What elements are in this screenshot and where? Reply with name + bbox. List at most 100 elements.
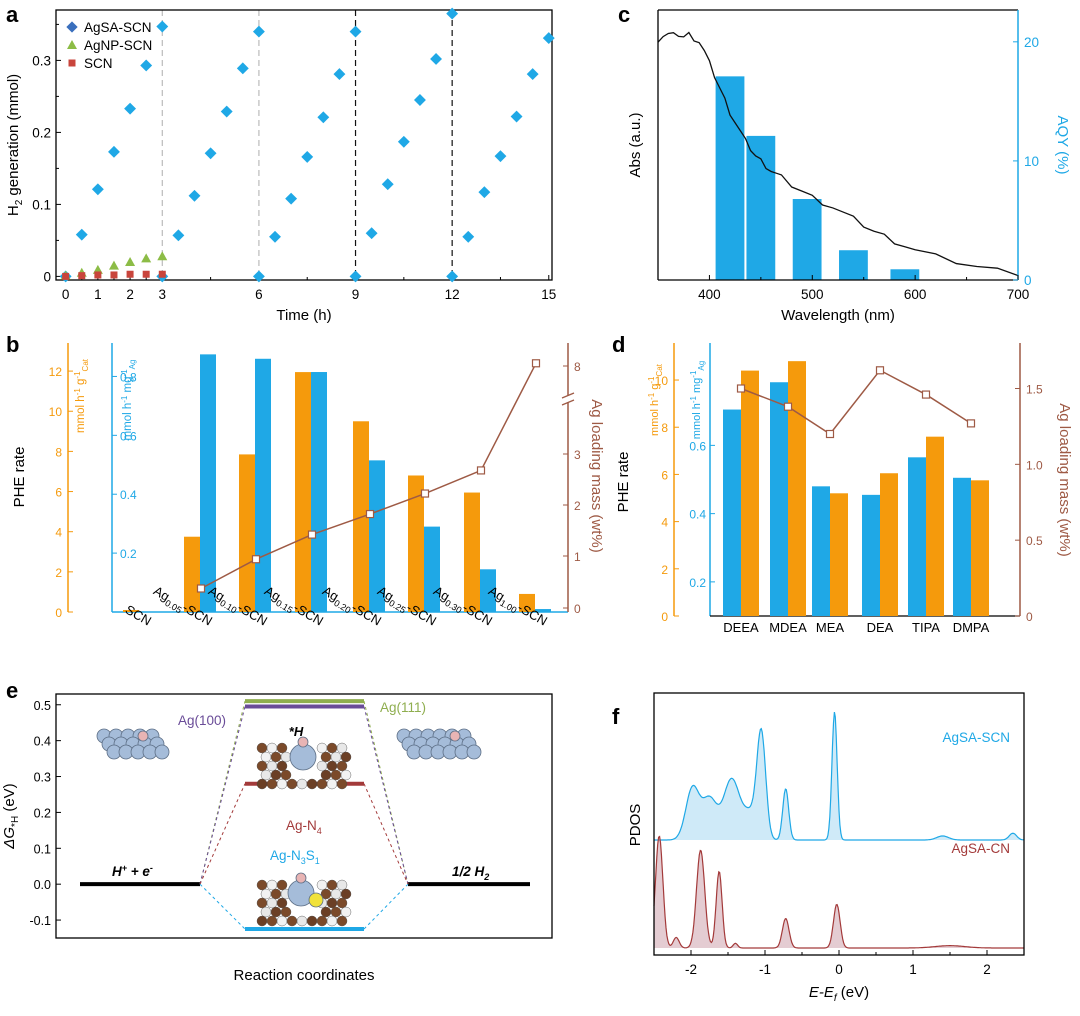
orange-bar bbox=[408, 475, 424, 612]
ag-n4-substrate-atom bbox=[266, 778, 278, 790]
panel-d-bar-chart: 0 2 4 6 8 10 0.2 0.4 0.6 0 0.5 1.0 1.5 DEEA MDEA MEA DEA… bbox=[615, 343, 1073, 635]
left-inner-axis-title: mmol h-1 mg-1Ag bbox=[689, 361, 706, 439]
agsa-scn-point bbox=[269, 230, 281, 243]
ag-n4-substrate-atom bbox=[330, 751, 342, 763]
agsa-scn-point bbox=[220, 105, 233, 118]
ag-n3s1-substrate-atom bbox=[306, 915, 318, 927]
blue-bar bbox=[424, 526, 440, 612]
agnp-scn-point bbox=[141, 253, 152, 263]
blue-bar bbox=[862, 494, 880, 616]
x-tick-label: 9 bbox=[352, 287, 360, 302]
agnp-scn-point bbox=[108, 260, 119, 270]
x-axis-label-sub: f bbox=[834, 993, 838, 1004]
right-tick-label: 1.0 bbox=[1026, 458, 1043, 472]
y-tick-label: 0.5 bbox=[34, 699, 51, 713]
ag-n4-substrate-atom bbox=[266, 742, 278, 754]
x-tick-label: 500 bbox=[801, 287, 824, 302]
panel-f-pdos: -2 -1 0 1 2 AgSA-SCN AgSA-CN PDOS E-Ef (eV) bbox=[627, 692, 1025, 1004]
agsa-cn-pdos-line bbox=[653, 835, 1024, 949]
category-label: MEA bbox=[816, 620, 845, 635]
ag-loading-point bbox=[825, 429, 835, 439]
category-main: Ag bbox=[320, 583, 341, 604]
orange-tick-label: 2 bbox=[661, 563, 668, 577]
unit-part: mg bbox=[691, 378, 703, 396]
unit-part: g bbox=[649, 384, 661, 393]
ag-n3s1-substrate-atom bbox=[340, 906, 352, 918]
ag-n3s1-substrate-atom bbox=[266, 879, 278, 891]
y-axis-label-main: H bbox=[5, 205, 22, 216]
label-sub: 2 bbox=[483, 872, 489, 882]
unit-part: mmol h bbox=[649, 400, 661, 436]
agsa-scn-point bbox=[542, 32, 555, 45]
panel-letter-d: d bbox=[612, 332, 625, 357]
panel-letter-c: c bbox=[618, 2, 630, 27]
unit-sup: -1 bbox=[120, 395, 129, 403]
agsa-scn-point bbox=[108, 145, 120, 158]
category-main: Ag bbox=[206, 583, 227, 604]
blue-tick-label: 0.6 bbox=[689, 439, 706, 453]
y-tick-label: 0.1 bbox=[34, 842, 51, 856]
unit-sub: Ag bbox=[128, 360, 137, 370]
agsa-cn-label: AgSA-CN bbox=[951, 841, 1010, 856]
unit-part: mmol h bbox=[75, 395, 87, 433]
blue-bar bbox=[953, 477, 971, 616]
category-label: TIPA bbox=[912, 620, 940, 635]
panel-e-energy-diagram: -0.10.00.10.20.30.40.5ΔG*H (eV)Reaction … bbox=[1, 693, 553, 984]
label-part: + e bbox=[127, 864, 150, 879]
x-tick-label: 2 bbox=[983, 962, 991, 977]
ag-n4-substrate-atom bbox=[276, 742, 288, 754]
unit-sup: -1 bbox=[689, 396, 698, 404]
ag-loading-point bbox=[420, 489, 430, 498]
agsa-scn-point bbox=[172, 229, 185, 242]
x-tick-label: 400 bbox=[698, 287, 721, 302]
ag-loading-point bbox=[365, 509, 375, 519]
ag-n3s1-substrate-atom bbox=[256, 879, 268, 891]
ag-n3s1-substrate-atom bbox=[330, 888, 342, 900]
ag-loading-point bbox=[966, 419, 976, 428]
ag-n3s1-substrate-atom bbox=[276, 897, 288, 909]
agsa-scn-point bbox=[462, 230, 475, 243]
aqy-bar bbox=[839, 250, 868, 280]
blue-bar bbox=[535, 609, 551, 612]
y-axis-label-sub: 2 bbox=[14, 199, 25, 205]
y-tick-label: -0.1 bbox=[29, 914, 51, 928]
agsa-scn-point bbox=[349, 270, 362, 283]
scn-point bbox=[94, 271, 102, 279]
scn-point bbox=[158, 270, 166, 278]
agsa-scn-point bbox=[204, 147, 217, 160]
label-part: 1/2 H bbox=[452, 864, 485, 879]
ag-n3s1-substrate-atom bbox=[336, 879, 348, 891]
right-tick-label: 0 bbox=[1026, 610, 1033, 624]
blue-tick-label: 0.4 bbox=[120, 488, 137, 502]
adsorbed-h-atom bbox=[449, 730, 461, 742]
scn-point bbox=[62, 272, 70, 280]
orange-tick-label: 8 bbox=[661, 421, 668, 435]
orange-bar bbox=[464, 492, 480, 612]
agsa-scn-point bbox=[317, 111, 330, 124]
right-tick-label: 1.5 bbox=[1026, 383, 1043, 397]
right-tick-label: 8 bbox=[574, 360, 581, 374]
ag-n3s1-substrate-atom bbox=[316, 915, 328, 927]
agnp-scn-point bbox=[125, 257, 136, 266]
orange-tick-label: 4 bbox=[55, 526, 62, 540]
ag111-slab-atom bbox=[466, 744, 482, 760]
agsa-scn-point bbox=[236, 62, 249, 75]
aqy-bar bbox=[792, 199, 822, 280]
ag-n4-substrate-atom bbox=[326, 742, 338, 754]
agsa-scn-point bbox=[526, 68, 539, 81]
label-part: H bbox=[112, 864, 122, 879]
x-tick-label: 700 bbox=[1007, 287, 1030, 302]
legend-marker-agsa bbox=[66, 21, 78, 33]
orange-tick-label: 6 bbox=[661, 468, 668, 482]
ag-n3s1-substrate-atom bbox=[276, 915, 288, 927]
blue-tick-label: 0.2 bbox=[689, 576, 706, 590]
agsa-scn-point bbox=[252, 25, 265, 38]
blue-bar bbox=[812, 486, 830, 616]
ag-n4-substrate-atom bbox=[276, 760, 288, 772]
blue-tick-label: 0.2 bbox=[120, 547, 137, 561]
ag-n4-substrate-atom bbox=[296, 778, 308, 790]
right-tick-label: 2 bbox=[574, 499, 581, 513]
ag-n4-substrate-atom bbox=[270, 751, 282, 763]
ag-n3s1-substrate-atom bbox=[296, 915, 308, 927]
ag-loading-point bbox=[476, 466, 486, 475]
